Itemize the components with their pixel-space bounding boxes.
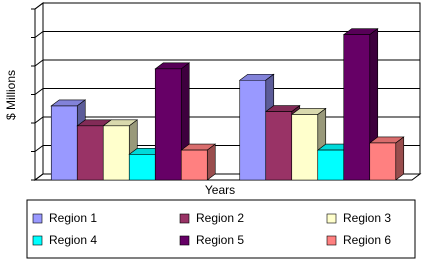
bar-front [154, 68, 182, 181]
bar [102, 119, 139, 181]
y-axis-label: $ Millions [4, 70, 18, 120]
legend-label: Region 2 [196, 211, 244, 225]
legend-swatch [326, 235, 337, 246]
bar-front [265, 111, 293, 181]
legend-label: Region 3 [343, 211, 391, 225]
bar-front [239, 79, 267, 181]
bar-front [291, 114, 319, 181]
bar-front [180, 149, 208, 181]
bar [180, 143, 217, 181]
bar-front [102, 125, 130, 181]
bar-front [128, 154, 156, 181]
legend-swatch [32, 235, 43, 246]
grid-line [34, 173, 44, 181]
bar-front [317, 149, 345, 181]
grid-line [34, 88, 44, 95]
legend-label: Region 6 [343, 233, 391, 247]
grid-line [34, 2, 44, 10]
grid-line [34, 59, 44, 67]
legend-swatch [179, 213, 190, 224]
bar-side [206, 143, 216, 181]
bar [50, 99, 87, 181]
legend-box [26, 199, 416, 259]
bar-front [369, 142, 397, 181]
legend-swatch [32, 213, 43, 224]
bar-front [50, 105, 78, 181]
bar [368, 136, 405, 181]
legend-label: Region 4 [49, 233, 97, 247]
grid-line [34, 116, 44, 124]
bar-side [395, 136, 405, 181]
bar-front [343, 34, 371, 181]
legend-swatch [179, 235, 190, 246]
legend-label: Region 1 [49, 211, 97, 225]
legend-swatch [326, 213, 337, 224]
bar-front [76, 125, 104, 181]
grid-line [34, 31, 44, 38]
legend-label: Region 5 [196, 233, 244, 247]
x-axis-label: Years [205, 183, 235, 197]
grid-line [34, 145, 44, 152]
